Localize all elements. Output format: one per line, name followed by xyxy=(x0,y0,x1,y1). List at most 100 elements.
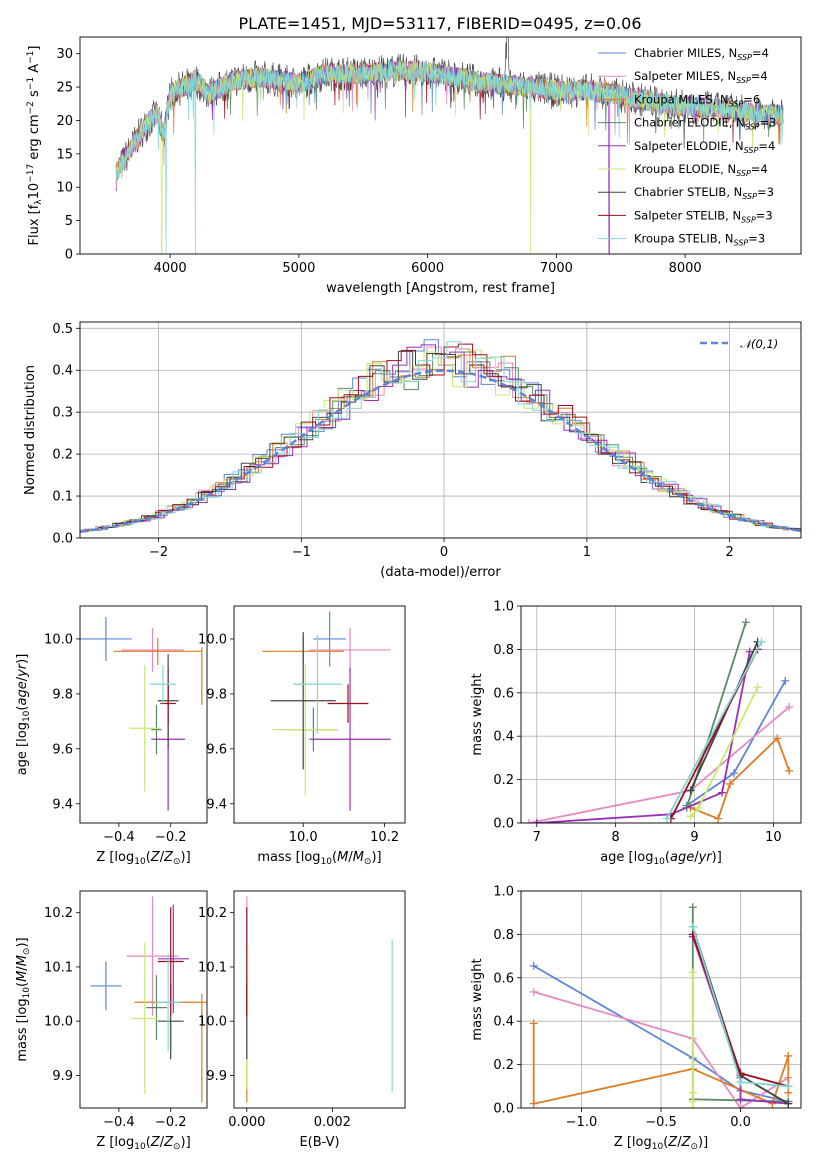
spectrum-legend: Chabrier MILES, NSSP=4 Salpeter MILES, NS… xyxy=(598,46,776,248)
legend-normal-label: 𝒩(0,1) xyxy=(740,337,778,351)
y-tick-label: 0.4 xyxy=(493,1015,514,1030)
series-line xyxy=(666,641,763,820)
series-marker xyxy=(736,1077,745,1086)
x-tick-label: −0.5 xyxy=(645,1115,677,1130)
x-tick-label: 10 xyxy=(765,830,782,845)
x-tick-label: 8 xyxy=(612,830,620,845)
series-marker xyxy=(785,702,794,711)
y-tick-label: 9.9 xyxy=(52,1069,73,1084)
histogram-kroupa-stelib xyxy=(80,341,801,532)
x-tick-label: 2 xyxy=(725,545,733,560)
legend-entry: Kroupa MILES, NSSP=6 xyxy=(634,92,760,108)
y-tick-label: 30 xyxy=(56,47,73,62)
x-axis-label: age [log10(age/yr)] xyxy=(600,850,722,867)
legend-entry: Chabrier STELIB, NSSP=3 xyxy=(634,185,774,201)
legend-entry: Chabrier MILES, NSSP=4 xyxy=(634,46,769,62)
series-marker xyxy=(757,637,766,646)
errorbars-age-vs-mass xyxy=(262,611,391,811)
x-tick-label: 0.0 xyxy=(730,1115,751,1130)
axes-frame xyxy=(79,605,208,824)
y-axis-label: Flux [fλ10−17 erg cm−2 s−1 A−1] xyxy=(26,46,44,246)
x-axis-label: E(B-V) xyxy=(299,1135,339,1150)
y-tick-label: 10.0 xyxy=(44,1015,73,1030)
x-tick-label: 6000 xyxy=(411,261,444,276)
series-marker xyxy=(688,903,697,912)
x-tick-label: 10.2 xyxy=(370,830,399,845)
histograms xyxy=(80,339,801,533)
y-tick-label: 10 xyxy=(56,181,73,196)
y-tick-label: 5 xyxy=(65,214,73,229)
series-marker xyxy=(529,1099,538,1108)
axes-weight-vs-Z: −1.0 −0.5 0.0 0.0 0.2 0.4 0.6 0.8 1.0 Z [log10(Z/… xyxy=(470,885,802,1152)
axes-frame xyxy=(520,890,802,1109)
series-marker xyxy=(726,779,735,788)
legend-entry: Chabrier ELODIE, NSSP=3 xyxy=(634,116,776,132)
legend-entry: Salpeter ELODIE, NSSP=4 xyxy=(634,139,775,155)
axes-age-vs-Z: −0.4 −0.2 9.4 9.6 9.8 10.0 Z [log10(Z/Z⊙)] age … xyxy=(15,605,208,867)
y-tick-label: 10.2 xyxy=(44,906,73,921)
y-axis-label: mass weight xyxy=(470,673,485,755)
lines-weight-vs-Z xyxy=(529,903,793,1108)
x-tick-label: −0.4 xyxy=(103,830,135,845)
lines-weight-vs-age xyxy=(524,618,794,823)
y-axis-label: mass [log10(M/M⊙)] xyxy=(15,937,32,1061)
axes-frame xyxy=(520,605,802,824)
y-tick-label: 1.0 xyxy=(493,600,514,615)
y-tick-label: 10.0 xyxy=(44,632,73,647)
series-marker xyxy=(784,1099,793,1108)
y-tick-label: 0.8 xyxy=(493,928,514,943)
axes-age-vs-mass: 10.0 10.2 9.4 9.6 9.8 10.0 mass [log10(M/M⊙)] xyxy=(198,605,406,867)
series-marker xyxy=(741,618,750,627)
y-tick-label: 0.3 xyxy=(52,406,73,421)
y-axis-label: age [log10(age/yr)] xyxy=(15,654,32,776)
y-tick-label: 0.2 xyxy=(493,773,514,788)
legend-entry: Kroupa STELIB, NSSP=3 xyxy=(634,232,765,248)
x-tick-label: −0.2 xyxy=(155,1115,187,1130)
series-marker xyxy=(714,814,723,823)
series-marker xyxy=(781,676,790,685)
series-marker xyxy=(729,769,738,778)
normal-curve xyxy=(80,369,800,533)
x-tick-label: 8000 xyxy=(669,261,702,276)
series-marker xyxy=(784,1051,793,1060)
x-tick-label: 0.000 xyxy=(228,1115,265,1130)
x-axis-label: Z [log10(Z/Z⊙)] xyxy=(96,1135,190,1152)
series-marker xyxy=(753,683,762,692)
series-marker xyxy=(773,734,782,743)
axes-residuals: −2 −1 0 1 2 0.0 0.1 0.2 0.3 0.4 0.5 (data-model)/er… xyxy=(23,321,802,580)
y-tick-label: 0.0 xyxy=(493,1102,514,1117)
axes-frame xyxy=(233,890,406,1109)
x-tick-label: 0 xyxy=(440,545,448,560)
y-tick-label: 0.2 xyxy=(493,1058,514,1073)
spectrum-line-kroupa-stelib xyxy=(115,60,784,254)
y-tick-label: 0.0 xyxy=(493,817,514,832)
series-marker xyxy=(686,812,695,821)
errorbars-mass-vs-Z xyxy=(90,896,207,1103)
histogram-chabrier-stelib xyxy=(80,350,801,533)
x-tick-label: 9 xyxy=(690,830,698,845)
x-tick-label: 4000 xyxy=(154,261,187,276)
series-line xyxy=(533,991,789,1108)
series-line xyxy=(536,651,751,823)
y-tick-label: 10.0 xyxy=(198,1015,227,1030)
y-tick-label: 0.0 xyxy=(52,532,73,547)
x-axis-label: mass [log10(M/M⊙)] xyxy=(257,850,381,867)
x-tick-label: −1 xyxy=(292,545,311,560)
x-axis-label: wavelength [Angstrom, rest frame] xyxy=(326,281,555,296)
y-tick-label: 9.4 xyxy=(52,797,73,812)
y-tick-label: 10.1 xyxy=(44,960,73,975)
x-axis-label: Z [log10(Z/Z⊙)] xyxy=(614,1135,708,1152)
x-tick-label: −0.4 xyxy=(103,1115,135,1130)
series-marker xyxy=(694,803,703,812)
series-marker xyxy=(688,922,697,931)
series-marker xyxy=(688,1088,697,1097)
y-tick-label: 0.4 xyxy=(52,364,73,379)
y-tick-label: 9.9 xyxy=(206,1069,227,1084)
x-tick-label: −0.2 xyxy=(155,830,187,845)
figure-title: PLATE=1451, MJD=53117, FIBERID=0495, z=0… xyxy=(238,14,641,33)
y-tick-label: 10.0 xyxy=(198,632,227,647)
series-marker xyxy=(529,987,538,996)
y-axis-label: mass weight xyxy=(470,958,485,1040)
series-marker xyxy=(688,968,697,977)
